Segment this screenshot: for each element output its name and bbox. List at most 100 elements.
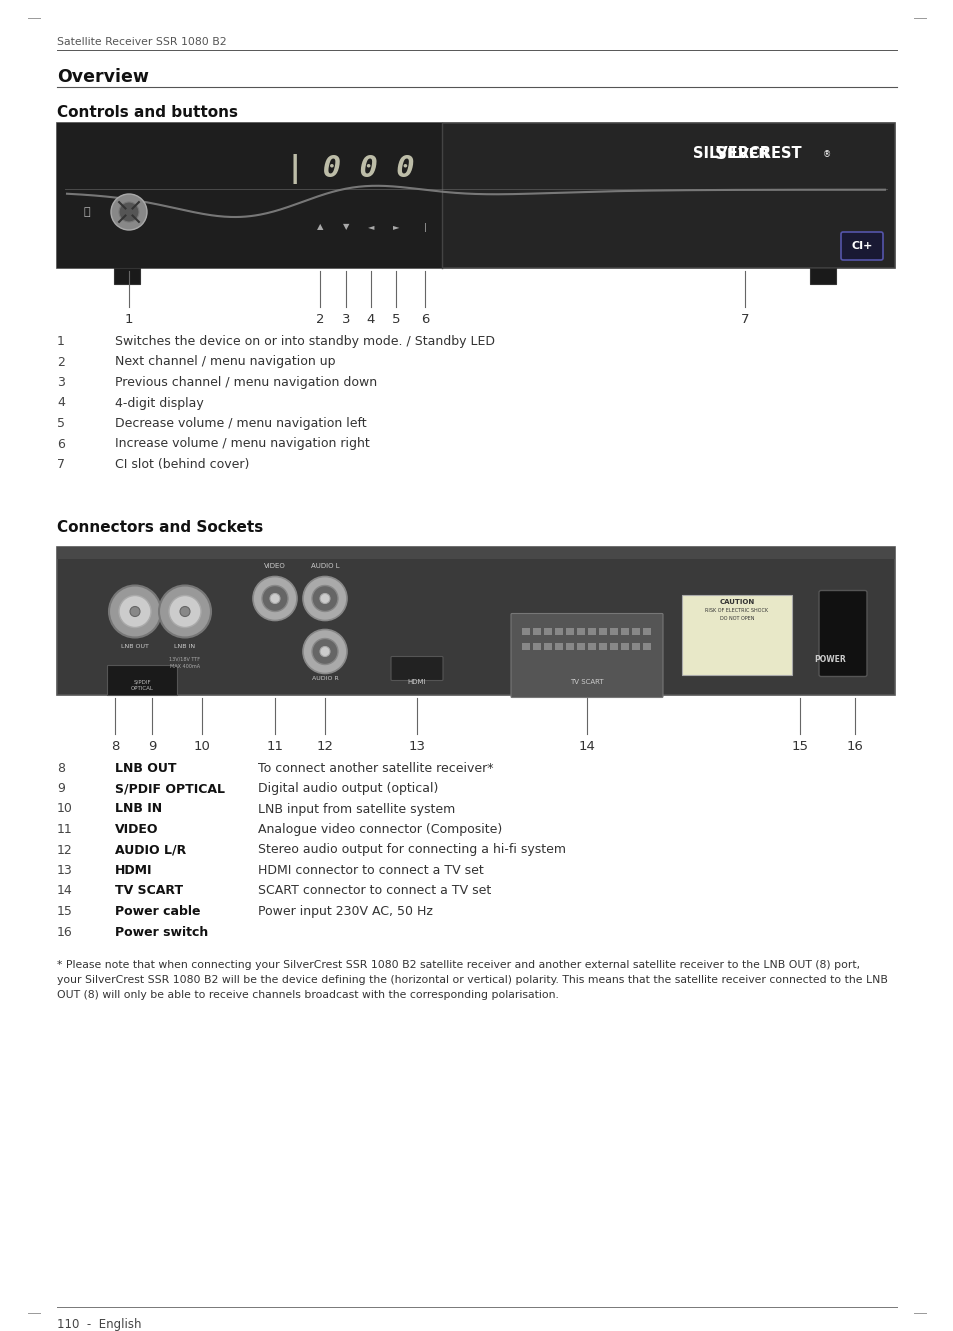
Bar [565,643,574,650]
Bar [609,643,618,650]
Bar [533,627,540,635]
Bar [543,627,552,635]
Text: CI+: CI+ [850,241,872,252]
Text: 8: 8 [57,761,65,775]
Text: Next channel / menu navigation up: Next channel / menu navigation up [115,355,335,369]
Bar [620,643,628,650]
Text: Switches the device on or into standby mode. / Standby LED: Switches the device on or into standby m… [115,335,495,347]
Text: ⏻: ⏻ [84,208,91,217]
Text: AUDIO L: AUDIO L [311,563,339,568]
Text: S: S [714,145,726,162]
FancyBboxPatch shape [841,232,882,260]
Text: Stereo audio output for connecting a hi-fi system: Stereo audio output for connecting a hi-… [257,844,565,857]
Bar [587,627,596,635]
Text: * Please note that when connecting your SilverCrest SSR 1080 B2 satellite receiv: * Please note that when connecting your … [57,960,860,970]
Bar [57,122,894,268]
Text: 13: 13 [57,864,72,877]
Bar [521,643,530,650]
Text: | 0 0 0: | 0 0 0 [285,154,414,184]
Text: S/PDIF OPTICAL: S/PDIF OPTICAL [115,783,225,795]
Text: ►: ► [393,222,399,232]
Text: 13V/18V TTF: 13V/18V TTF [170,656,200,662]
Circle shape [130,607,140,616]
Text: 110  -  English: 110 - English [57,1318,141,1331]
Text: |: | [423,222,426,232]
Text: 2: 2 [57,355,65,369]
Bar [533,643,540,650]
Text: 15: 15 [791,740,807,752]
Text: TV SCART: TV SCART [570,679,603,684]
Bar [631,643,639,650]
Text: Power switch: Power switch [115,925,208,938]
Bar [587,643,596,650]
Bar [113,268,140,284]
Text: LNB OUT: LNB OUT [115,761,176,775]
Text: DO NOT OPEN: DO NOT OPEN [719,616,754,622]
Text: 7: 7 [57,458,65,471]
Text: MAX 400mA: MAX 400mA [170,664,200,669]
Text: 3: 3 [341,313,350,326]
Text: ◄: ◄ [367,222,374,232]
Text: Analogue video connector (Composite): Analogue video connector (Composite) [257,823,501,836]
Text: 10: 10 [57,803,72,816]
Text: 6: 6 [57,438,65,450]
Bar [609,627,618,635]
Text: 5: 5 [392,313,400,326]
Circle shape [109,586,161,638]
Text: Decrease volume / menu navigation left: Decrease volume / menu navigation left [115,417,366,430]
Circle shape [111,194,147,230]
Circle shape [312,586,337,611]
Bar [555,627,562,635]
Text: 6: 6 [420,313,429,326]
Text: Satellite Receiver SSR 1080 B2: Satellite Receiver SSR 1080 B2 [57,37,227,47]
Text: 15: 15 [57,905,72,918]
Text: RISK OF ELECTRIC SHOCK: RISK OF ELECTRIC SHOCK [704,608,768,614]
Text: VIDEO: VIDEO [115,823,158,836]
Text: CAUTION: CAUTION [719,599,754,604]
FancyBboxPatch shape [391,656,442,680]
Text: your SilverCrest SSR 1080 B2 will be the device defining the (horizontal or vert: your SilverCrest SSR 1080 B2 will be the… [57,976,887,985]
Text: Power input 230V AC, 50 Hz: Power input 230V AC, 50 Hz [257,905,433,918]
Circle shape [303,630,347,673]
Bar [521,627,530,635]
FancyBboxPatch shape [818,591,866,676]
Text: LNB IN: LNB IN [115,803,162,816]
Text: Controls and buttons: Controls and buttons [57,105,237,120]
Text: 14: 14 [578,740,595,752]
Text: 7: 7 [740,313,748,326]
Text: HDMI: HDMI [407,679,426,684]
Text: 14: 14 [57,885,72,897]
Bar [631,627,639,635]
Text: 9: 9 [148,740,156,752]
Text: 11: 11 [57,823,72,836]
Text: VIDEO: VIDEO [264,563,286,568]
Text: 4-digit display: 4-digit display [115,397,204,410]
Text: 13: 13 [408,740,425,752]
Text: 16: 16 [57,925,72,938]
Bar [543,643,552,650]
Text: 12: 12 [316,740,334,752]
Circle shape [262,586,288,611]
Text: 1: 1 [125,313,133,326]
Bar [577,627,584,635]
Bar [555,643,562,650]
Bar [642,627,650,635]
Circle shape [119,595,151,627]
Text: Power cable: Power cable [115,905,200,918]
Bar [565,627,574,635]
Circle shape [119,202,139,222]
Text: LNB input from satellite system: LNB input from satellite system [257,803,455,816]
Text: LNB IN: LNB IN [174,643,195,648]
Text: 4: 4 [366,313,375,326]
Text: Connectors and Sockets: Connectors and Sockets [57,520,263,535]
Circle shape [180,607,190,616]
Text: 1: 1 [57,335,65,347]
Bar [681,595,791,675]
Text: 4: 4 [57,397,65,410]
Text: Digital audio output (optical): Digital audio output (optical) [257,783,438,795]
Text: 5: 5 [57,417,65,430]
Text: 11: 11 [266,740,283,752]
Bar [57,547,894,695]
Text: 3: 3 [57,375,65,389]
Bar [620,627,628,635]
